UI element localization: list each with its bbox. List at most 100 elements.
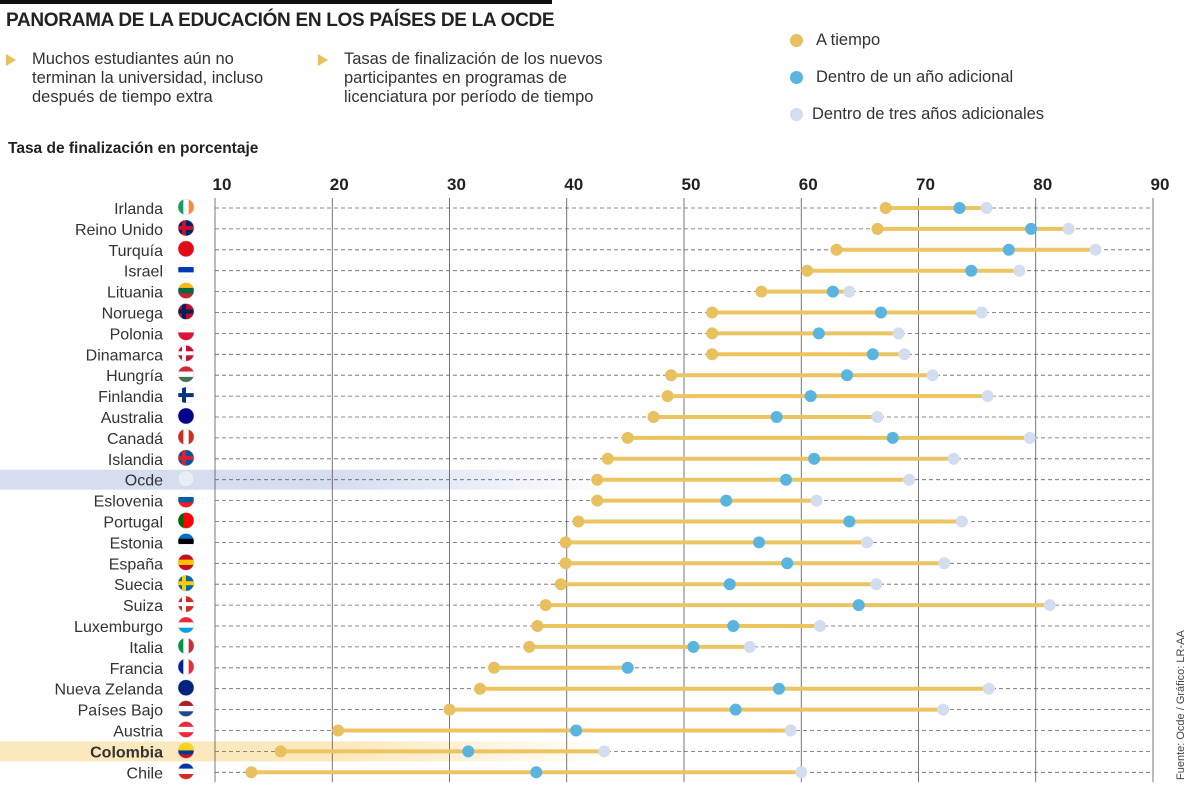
flag-estonia-icon	[178, 533, 194, 550]
flag-stripe	[178, 502, 194, 508]
flag-noruega-icon	[178, 303, 194, 320]
country-label: Australia	[101, 410, 163, 427]
dot-one-year	[965, 264, 978, 277]
dot-three-years	[1023, 431, 1036, 444]
flag-stripe	[178, 726, 194, 733]
dot-three-years	[743, 640, 756, 653]
dot-three-years	[980, 202, 993, 214]
flag-stripe	[178, 637, 184, 654]
flag-stripe	[183, 512, 190, 529]
flag-field	[178, 470, 194, 487]
dot-one-year	[1002, 243, 1015, 256]
dot-on-time	[665, 369, 678, 382]
flag-stripe	[188, 512, 194, 529]
country-label: Ocde	[125, 473, 163, 490]
dot-three-years	[1013, 264, 1026, 277]
flag-dinamarca-icon	[178, 345, 194, 362]
dot-three-years	[860, 536, 873, 549]
country-label: Francia	[110, 661, 163, 678]
x-tick-label: 30	[447, 175, 466, 194]
flag-stripe	[178, 371, 194, 378]
country-label: Suiza	[123, 598, 163, 615]
flag-nueva-zelanda-icon	[178, 679, 194, 696]
dot-one-year	[804, 390, 817, 403]
flag-stripe	[178, 627, 194, 633]
flag-stripe	[183, 199, 190, 215]
flag-stripe	[178, 773, 194, 780]
country-label: Noruega	[102, 306, 163, 323]
country-label: Polonia	[110, 326, 163, 343]
legend-label: Dentro de tres años adicionales	[812, 105, 1045, 123]
flag-stripe	[178, 282, 194, 289]
flag-españa-icon	[178, 554, 194, 571]
dot-one-year	[840, 369, 853, 382]
flag-colombia-icon	[178, 742, 194, 759]
dot-three-years	[898, 348, 911, 361]
flag-ocde-icon	[178, 470, 194, 487]
dot-on-time	[591, 494, 604, 507]
x-tick-label: 80	[1033, 175, 1052, 194]
flag-stripe	[183, 637, 190, 654]
flag-stripe	[178, 544, 194, 550]
country-label: Estonia	[110, 535, 163, 552]
dot-one-year	[808, 452, 821, 465]
flag-chile-icon	[178, 763, 194, 780]
x-tick-label: 10	[213, 175, 232, 194]
flag-cross	[178, 351, 194, 356]
flag-francia-icon	[178, 658, 194, 675]
flag-stripe	[178, 617, 194, 623]
flag-stripe	[178, 564, 194, 571]
flag-stripe	[188, 637, 194, 654]
dot-one-year	[1025, 222, 1038, 235]
dot-on-time	[274, 745, 287, 758]
flag-field	[178, 679, 194, 696]
flag-stripe	[183, 428, 190, 445]
flag-hungría-icon	[178, 366, 194, 383]
dot-three-years	[938, 557, 951, 570]
dot-on-time	[647, 411, 660, 423]
flag-cross	[178, 225, 194, 230]
dot-three-years	[870, 578, 883, 591]
dot-on-time	[755, 285, 768, 298]
dot-on-time	[572, 515, 585, 528]
bullet-text-1: Muchos estudiantes aún no terminan la un…	[32, 50, 264, 106]
dot-one-year	[886, 431, 899, 444]
flag-finlandia-icon	[178, 387, 194, 404]
flag-lituania-icon	[178, 282, 194, 299]
dot-three-years	[955, 515, 968, 528]
dot-one-year	[874, 306, 887, 319]
country-label: Eslovenia	[94, 494, 163, 511]
dot-on-time	[706, 327, 719, 340]
dot-one-year	[781, 557, 794, 570]
flag-cross	[178, 581, 194, 586]
flag-israel-icon	[178, 261, 194, 278]
dot-on-time	[706, 306, 719, 319]
country-label: Chile	[127, 765, 164, 782]
dot-on-time	[473, 682, 486, 695]
dot-three-years	[598, 745, 611, 758]
dot-one-year	[826, 285, 839, 298]
x-tick-label: 70	[916, 175, 935, 194]
dot-on-time	[591, 473, 604, 486]
country-label: Países Bajo	[78, 703, 163, 720]
flag-italia-icon	[178, 637, 194, 654]
flag-stripe	[178, 721, 194, 728]
dot-on-time	[488, 661, 501, 674]
country-label: Colombia	[90, 744, 163, 761]
dot-three-years	[843, 285, 856, 298]
dot-one-year	[770, 411, 783, 423]
flag-stripe	[178, 754, 194, 759]
page-title: PANORAMA DE LA EDUCACIÓN EN LOS PAÍSES D…	[6, 10, 555, 31]
flag-eslovenia-icon	[178, 491, 194, 508]
flag-stripe	[178, 700, 194, 707]
flag-stripe	[178, 272, 194, 278]
dot-one-year	[812, 327, 825, 340]
dot-three-years	[1043, 599, 1056, 612]
flag-stripe	[178, 742, 194, 747]
bullet-note-1: Muchos estudiantes aún no terminan la un…	[6, 50, 292, 107]
flag-stripe	[178, 763, 194, 770]
flag-stripe	[178, 496, 194, 503]
dot-three-years	[814, 620, 827, 632]
dot-one-year	[727, 620, 740, 632]
flag-stripe	[178, 658, 184, 675]
